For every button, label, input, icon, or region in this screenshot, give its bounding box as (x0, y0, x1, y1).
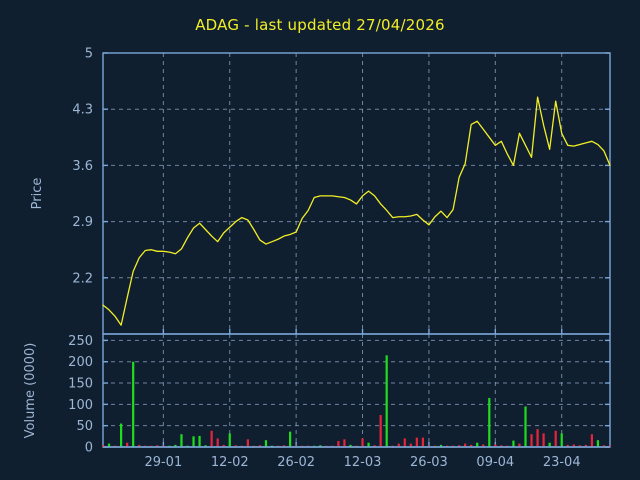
volume-bar (246, 439, 249, 447)
volume-bar (548, 442, 551, 447)
volume-bar (319, 445, 322, 447)
volume-bar (379, 415, 382, 447)
volume-y-tick-label: 100 (68, 398, 93, 413)
volume-bar (584, 444, 587, 447)
volume-bar (138, 444, 141, 447)
price-series-line (102, 96, 611, 326)
x-tick-label: 26-02 (277, 455, 315, 470)
volume-bar (367, 442, 370, 447)
volume-bar (512, 440, 515, 447)
volume-bar (397, 443, 400, 447)
x-tick-label: 23-04 (543, 455, 581, 470)
volume-bar (343, 439, 346, 447)
volume-panel-frame (102, 333, 611, 448)
volume-y-tick-label: 250 (68, 334, 93, 349)
volume-bar (120, 423, 123, 447)
volume-bar (174, 444, 177, 447)
grid-lines (103, 53, 610, 447)
volume-y-tick-label: 150 (68, 377, 93, 392)
volume-bar (264, 440, 268, 447)
volume-bar (403, 438, 406, 447)
volume-axis-label: Volume (0000) (23, 343, 38, 439)
price-y-tick-label: 2.9 (72, 215, 93, 230)
volume-bar (373, 445, 376, 447)
volume-bar (222, 444, 225, 447)
volume-bar (464, 443, 467, 447)
volume-bar (126, 442, 129, 447)
volume-bar (192, 436, 195, 447)
price-y-tick-label: 5 (85, 47, 93, 62)
volume-bar (204, 445, 207, 447)
volume-bar (602, 445, 606, 447)
volume-bar (482, 444, 485, 447)
volume-bar (198, 435, 201, 447)
volume-bar (458, 445, 461, 447)
volume-bar (228, 433, 231, 447)
x-tick-label: 12-03 (344, 455, 382, 470)
axis-ticks (103, 52, 610, 448)
price-y-tick-label: 2.2 (72, 271, 93, 286)
volume-bar (337, 441, 340, 447)
volume-bar (500, 445, 503, 447)
volume-bar (554, 430, 557, 447)
x-tick-label: 12-02 (211, 455, 249, 470)
price-y-tick-label: 4.3 (72, 103, 93, 118)
volume-bar (518, 443, 521, 447)
volume-bar (282, 445, 286, 447)
volume-bar (156, 445, 159, 447)
volume-bar (572, 444, 575, 447)
volume-bar (524, 406, 527, 447)
volume-bar (494, 444, 497, 447)
volume-bar (216, 438, 219, 447)
volume-bar (470, 444, 473, 447)
volume-y-tick-label: 50 (76, 419, 93, 434)
price-line (102, 96, 611, 326)
volume-bar (385, 355, 388, 447)
volume-bar (476, 442, 479, 447)
volume-bar (596, 440, 600, 447)
volume-bar (421, 437, 424, 447)
volume-bar (560, 433, 563, 447)
page-title: ADAG - last updated 27/04/2026 (195, 16, 445, 34)
volume-bar (530, 434, 533, 447)
volume-bar (542, 433, 545, 447)
volume-bar (590, 434, 593, 447)
volume-bar (409, 443, 412, 447)
volume-y-tick-label: 0 (85, 441, 93, 456)
price-panel-frame (102, 52, 611, 335)
volume-bar (132, 361, 135, 447)
volume-bar (349, 444, 352, 447)
volume-y-tick-label: 200 (68, 355, 93, 370)
volume-bar (258, 445, 262, 447)
volume-bars (101, 355, 612, 448)
x-tick-label: 26-03 (410, 455, 448, 470)
volume-bar (536, 429, 539, 447)
volume-bar (180, 434, 183, 447)
price-axis-label: Price (30, 178, 45, 210)
volume-bar (488, 397, 491, 447)
axis-labels: 5 4.3 3.6 2.9 2.2 250 200 150 100 50 0 29-01 12-02 26… (23, 47, 581, 471)
volume-bar (361, 438, 364, 447)
price-y-tick-label: 3.6 (72, 159, 93, 174)
volume-bar (101, 445, 105, 447)
volume-bar (439, 444, 443, 447)
volume-bar (289, 431, 292, 447)
volume-bar (107, 443, 111, 447)
volume-bar (210, 430, 213, 447)
volume-bar (578, 445, 581, 447)
volume-bar (234, 445, 237, 447)
volume-bar (566, 444, 569, 447)
x-tick-label: 29-01 (144, 455, 182, 470)
x-tick-label: 09-04 (476, 455, 514, 470)
volume-bar (415, 437, 418, 447)
